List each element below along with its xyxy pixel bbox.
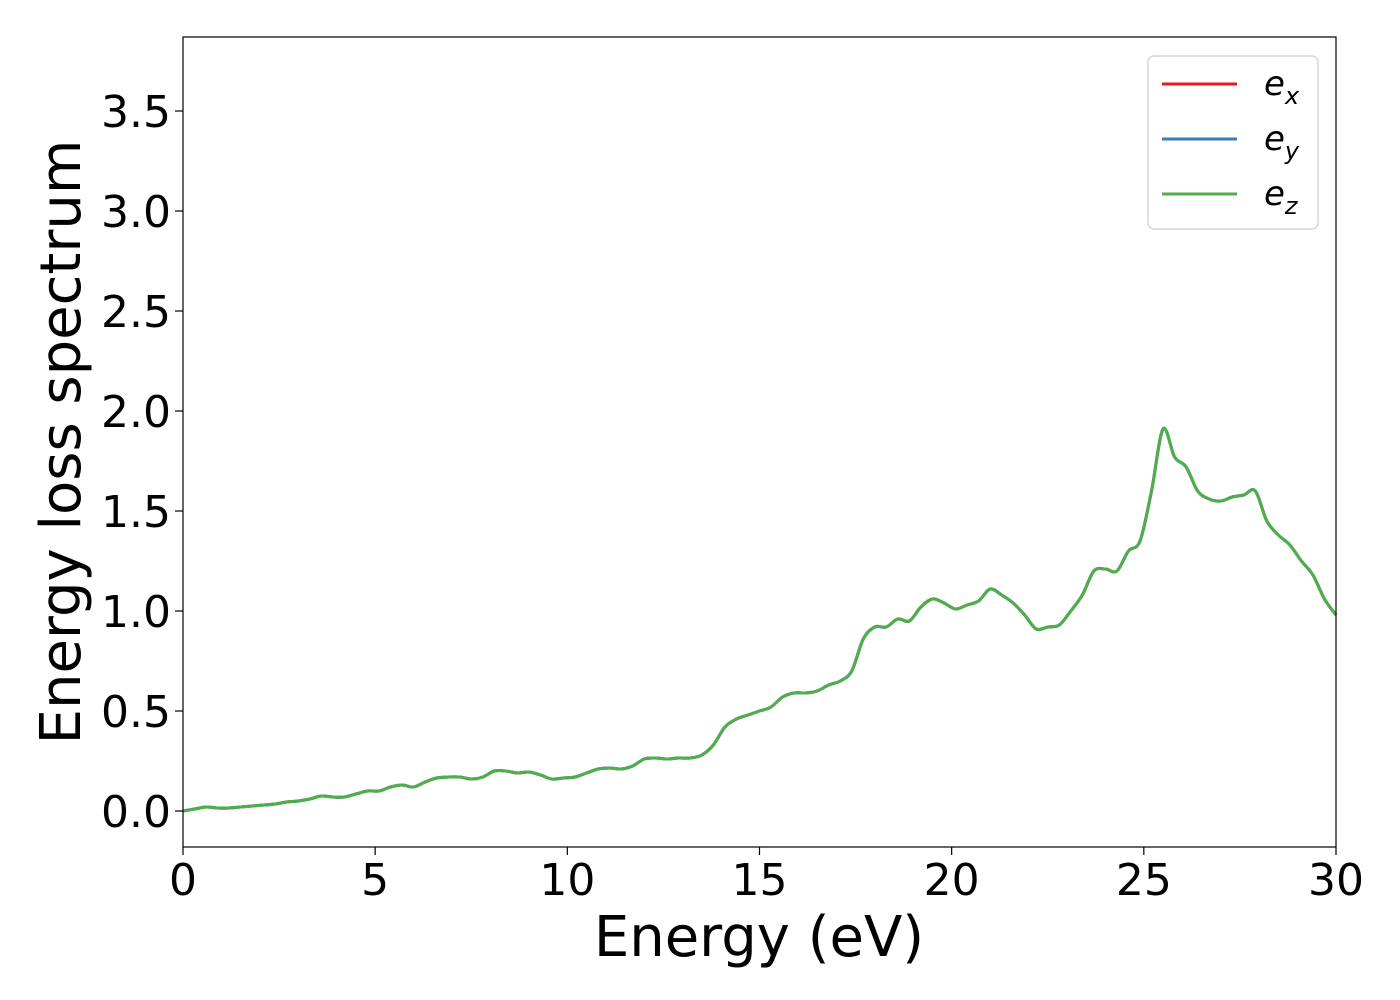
legend-label-subscript: y [1284,137,1300,165]
x-tick-label: 15 [732,855,788,906]
legend-label-base: e [1264,64,1285,104]
x-axis-title: Energy (eV) [594,905,924,970]
x-tick-label: 0 [169,855,197,906]
y-tick-label: 2.5 [101,287,171,338]
y-axis-title: Energy loss spectrum [29,140,94,745]
y-tick-label: 0.5 [101,687,171,738]
series-layer [182,426,1338,813]
y-tick-label: 3.5 [101,87,171,138]
y-tick-label: 1.5 [101,487,171,538]
legend-label-base: e [1264,174,1285,214]
y-tick-label: 0.0 [101,787,171,838]
series-line-ey [182,426,1338,813]
x-tick-label: 25 [1116,855,1172,906]
x-tick-label: 30 [1308,855,1364,906]
series-line-ex [182,426,1338,813]
y-tick-label: 2.0 [101,387,171,438]
y-axis: 0.0 0.5 1.0 1.5 2.0 2.5 3.0 3.5 [101,87,183,838]
y-tick-label: 3.0 [101,187,171,238]
x-tick-label: 5 [361,855,389,906]
x-tick-label: 10 [539,855,595,906]
legend-label-subscript: x [1284,82,1300,110]
x-tick-label: 20 [924,855,980,906]
legend-label-subscript: z [1284,192,1299,220]
legend-box [1147,55,1319,230]
x-axis: 0 5 10 15 20 25 30 [169,847,1364,906]
legend-label-base: e [1264,119,1285,159]
legend-label-ex: ex [1264,64,1300,110]
legend-label-ey: ey [1264,119,1300,165]
series-line-ez [182,426,1338,813]
legend-label-ez: ez [1264,174,1299,220]
y-tick-label: 1.0 [101,587,171,638]
